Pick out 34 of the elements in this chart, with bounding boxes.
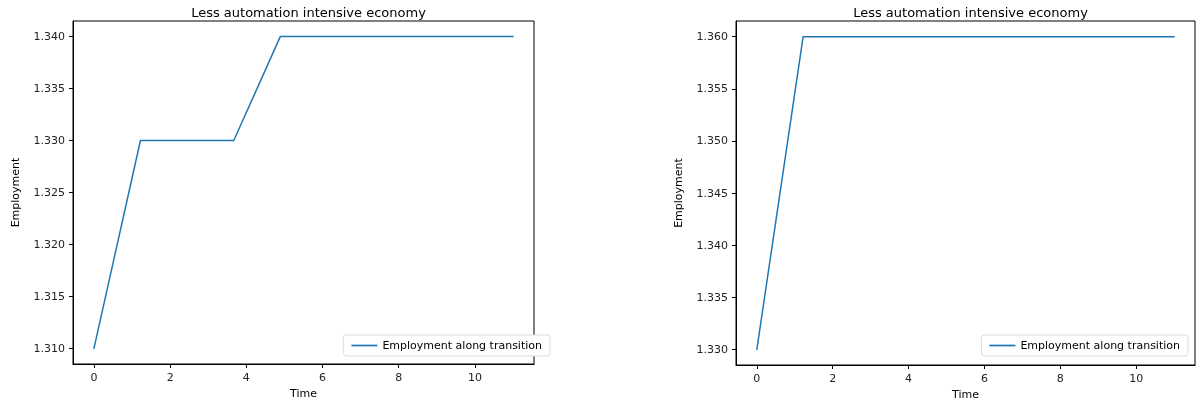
x-tick-label: 4 <box>905 372 913 385</box>
y-tick-label: 1.310 <box>33 341 65 355</box>
y-axis-title: Employment <box>672 157 685 228</box>
y-tick-label: 1.355 <box>696 82 728 96</box>
chart-title: Less automation intensive economy <box>853 5 1089 20</box>
x-tick-label: 6 <box>980 372 988 385</box>
x-tick-label: 2 <box>829 372 837 385</box>
x-tick-label: 2 <box>166 371 174 384</box>
y-tick-label: 1.345 <box>696 186 728 200</box>
x-tick-label: 8 <box>1056 372 1064 385</box>
chart-title: Less automation intensive economy <box>191 5 427 20</box>
y-tick-label: 1.340 <box>696 238 728 252</box>
x-axis-title: Time <box>951 388 980 401</box>
legend-label: Employment along transition <box>1020 339 1181 352</box>
y-tick-label: 1.320 <box>33 237 65 251</box>
y-tick-label: 1.335 <box>696 290 728 304</box>
y-axis-title: Employment <box>9 156 22 228</box>
y-tick-label: 1.325 <box>33 186 65 199</box>
x-tick-label: 10 <box>467 371 482 384</box>
x-tick-label: 0 <box>753 372 761 385</box>
x-axis-title: Time <box>289 387 318 400</box>
x-tick-label: 0 <box>90 371 98 384</box>
x-tick-label: 8 <box>395 371 403 384</box>
y-tick-label: 1.330 <box>696 342 728 356</box>
y-tick-label: 1.330 <box>33 134 65 148</box>
x-tick-label: 10 <box>1129 372 1144 385</box>
y-tick-label: 1.315 <box>33 289 65 303</box>
legend-label: Employment along transition <box>382 339 543 352</box>
y-tick-label: 1.340 <box>33 30 65 44</box>
y-tick-label: 1.350 <box>696 134 728 148</box>
x-tick-label: 4 <box>242 371 250 384</box>
x-tick-label: 6 <box>319 371 327 384</box>
y-tick-label: 1.335 <box>33 82 65 96</box>
y-tick-label: 1.360 <box>696 30 728 44</box>
